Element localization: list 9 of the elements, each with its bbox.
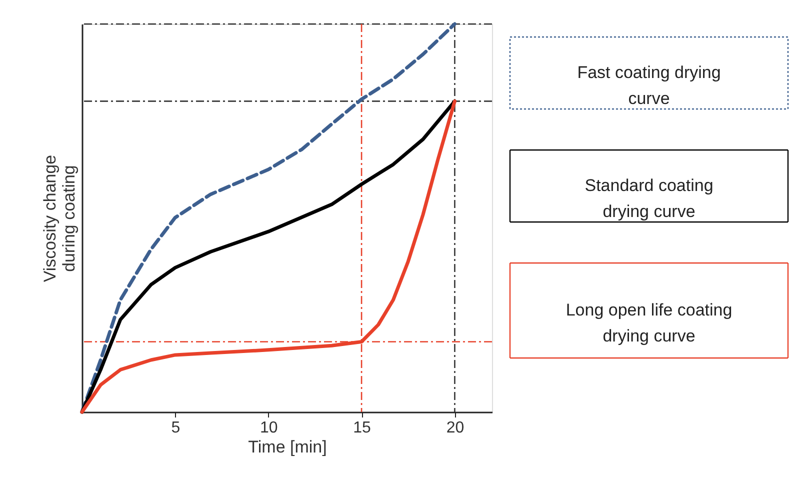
text: Fast coating drying curve	[577, 63, 721, 108]
x-tick-label: 20	[446, 420, 464, 436]
x-tick-label: 15	[353, 420, 372, 436]
y-axis-title: Viscosity change during coating	[40, 154, 78, 282]
text: Standard coating drying curve	[584, 176, 714, 221]
x-tick-label: 5	[171, 420, 180, 436]
text: Long open life coating drying curve	[566, 300, 732, 346]
x-tick-label: 10	[260, 420, 278, 436]
x-axis-title: Time [min]	[248, 438, 327, 456]
